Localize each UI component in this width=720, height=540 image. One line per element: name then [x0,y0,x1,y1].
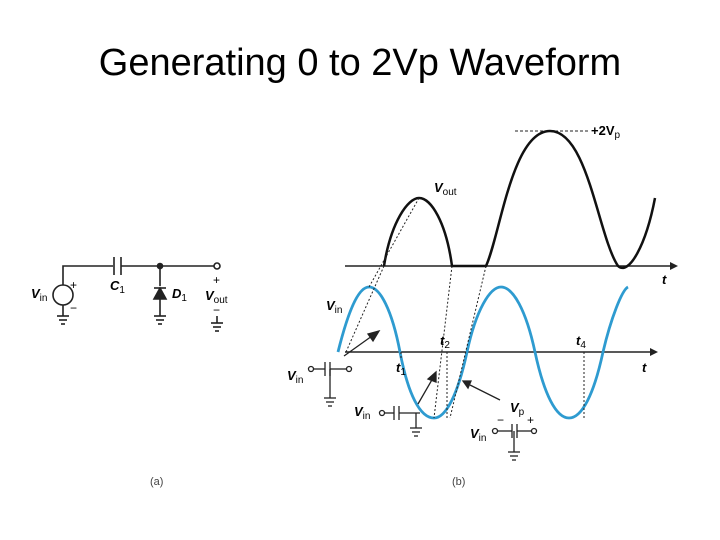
vin-wave-label: Vin [326,298,342,316]
c1-label: C1 [110,278,125,296]
vin-label: Vin [31,286,47,304]
two-vp-label: +2Vp [591,123,621,141]
inset3-minus-label: − [497,413,504,427]
inset-capacitor-1 [307,362,353,407]
ground-icon [154,315,166,325]
pointer-arrows [343,329,501,405]
vout-wave-label: Vout [434,180,457,198]
projection-lines [345,197,585,419]
source-plus-label: + [70,278,77,292]
source-minus-label: − [70,301,77,315]
vout-minus-label: − [213,303,220,317]
circuit-a [52,257,223,332]
diode-d1-symbol [152,286,168,300]
t-bottom-label: t [642,360,647,375]
caption-b: (b) [452,476,465,488]
vout-label: Vout [205,288,228,306]
t-top-label: t [662,272,667,287]
inset1-vin-label: Vin [287,368,303,386]
vout-axis-arrow-icon [670,262,678,270]
wire-source-top [62,265,113,285]
inset-capacitor-3 [491,424,538,461]
output-terminal [213,262,221,270]
t1-label: t1 [396,360,406,378]
inset2-vin-label: Vin [354,404,370,422]
inset-capacitor-2 [378,406,422,437]
inset3-plus-label: + [527,413,534,427]
inset3-vin-label: Vin [470,426,486,444]
ground-icon [211,316,223,332]
vout-plus-label: + [213,273,220,287]
t4-label: t4 [576,333,586,351]
slide-title: Generating 0 to 2Vp Waveform [98,42,622,84]
ground-icon [57,315,69,325]
inset3-vp-label: Vp [510,400,525,418]
d1-label: D1 [172,286,187,304]
caption-a: (a) [150,476,163,488]
vin-waveform [336,285,629,420]
waveform-b-labels: +2Vp Vout t Vin t2 t4 t1 t Vin Vin [287,123,667,488]
vin-axis-arrow-icon [650,348,658,356]
t2-label: t2 [440,333,450,351]
vout-waveform [382,129,657,270]
waveform-b [307,129,678,461]
circuit-a-labels: + − Vin C1 D1 + Vout − (a) [31,273,228,488]
